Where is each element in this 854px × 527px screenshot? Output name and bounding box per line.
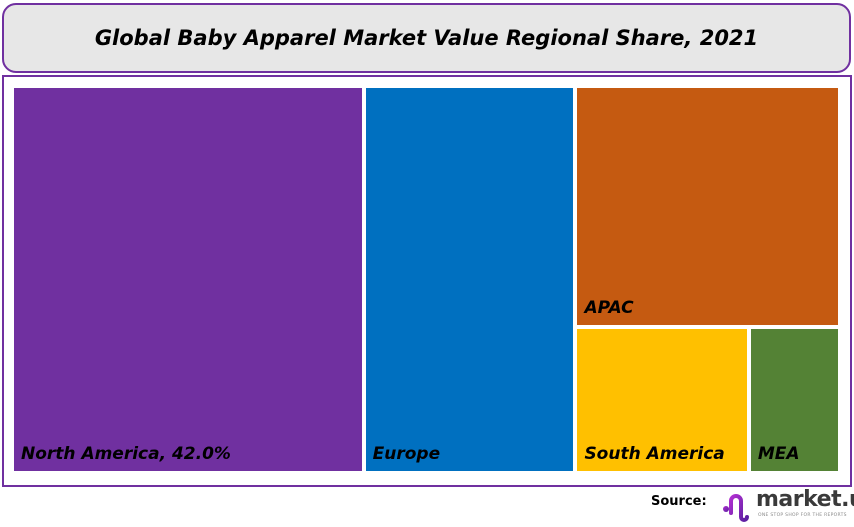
treemap-frame: North America, 42.0% Europe APAC South Amer… — [2, 75, 852, 487]
tile-north-america: North America, 42.0% — [14, 88, 362, 471]
chart-title: Global Baby Apparel Market Value Regiona… — [94, 26, 759, 50]
tile-label: North America, 42.0% — [21, 444, 231, 464]
tile-label: MEA — [757, 443, 800, 464]
tile-mea: MEA — [750, 329, 838, 471]
tile-label: Europe — [372, 444, 441, 464]
market-us-logo: market.us ONE STOP SHOP FOR THE REPORTS — [722, 487, 854, 523]
logo-text: market.us — [756, 487, 854, 512]
tile-label: APAC — [584, 298, 634, 319]
logo-tagline: ONE STOP SHOP FOR THE REPORTS — [758, 513, 847, 518]
source-label: Source: — [651, 494, 707, 509]
tile-apac: APAC — [577, 88, 838, 326]
tile-europe: Europe — [365, 88, 574, 471]
tile-label: South America — [584, 443, 725, 464]
tile-south-america: South America — [577, 329, 747, 471]
logo-mark-icon — [723, 493, 753, 522]
title-box: Global Baby Apparel Market Value Regiona… — [2, 3, 851, 73]
